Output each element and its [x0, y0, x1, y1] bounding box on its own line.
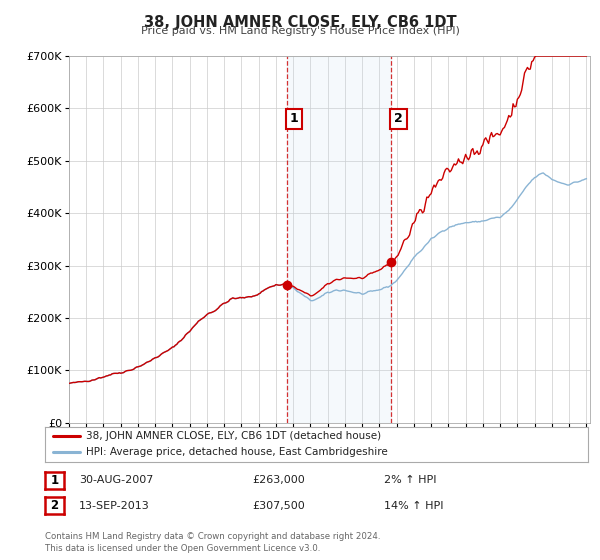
Text: 1: 1 [290, 113, 298, 125]
Text: 2: 2 [50, 499, 59, 512]
Text: £263,000: £263,000 [252, 475, 305, 486]
Text: 30-AUG-2007: 30-AUG-2007 [79, 475, 154, 486]
Bar [287, 56, 391, 423]
Text: 1: 1 [50, 474, 59, 487]
Text: 13-SEP-2013: 13-SEP-2013 [79, 501, 150, 511]
Text: HPI: Average price, detached house, East Cambridgeshire: HPI: Average price, detached house, East… [86, 447, 388, 458]
Text: 2% ↑ HPI: 2% ↑ HPI [384, 475, 437, 486]
Text: 38, JOHN AMNER CLOSE, ELY, CB6 1DT (detached house): 38, JOHN AMNER CLOSE, ELY, CB6 1DT (deta… [86, 431, 381, 441]
Text: 2: 2 [394, 113, 403, 125]
Text: Contains HM Land Registry data © Crown copyright and database right 2024.
This d: Contains HM Land Registry data © Crown c… [45, 532, 380, 553]
Text: Price paid vs. HM Land Registry's House Price Index (HPI): Price paid vs. HM Land Registry's House … [140, 26, 460, 36]
Text: 14% ↑ HPI: 14% ↑ HPI [384, 501, 443, 511]
Text: 38, JOHN AMNER CLOSE, ELY, CB6 1DT: 38, JOHN AMNER CLOSE, ELY, CB6 1DT [143, 15, 457, 30]
Text: £307,500: £307,500 [252, 501, 305, 511]
